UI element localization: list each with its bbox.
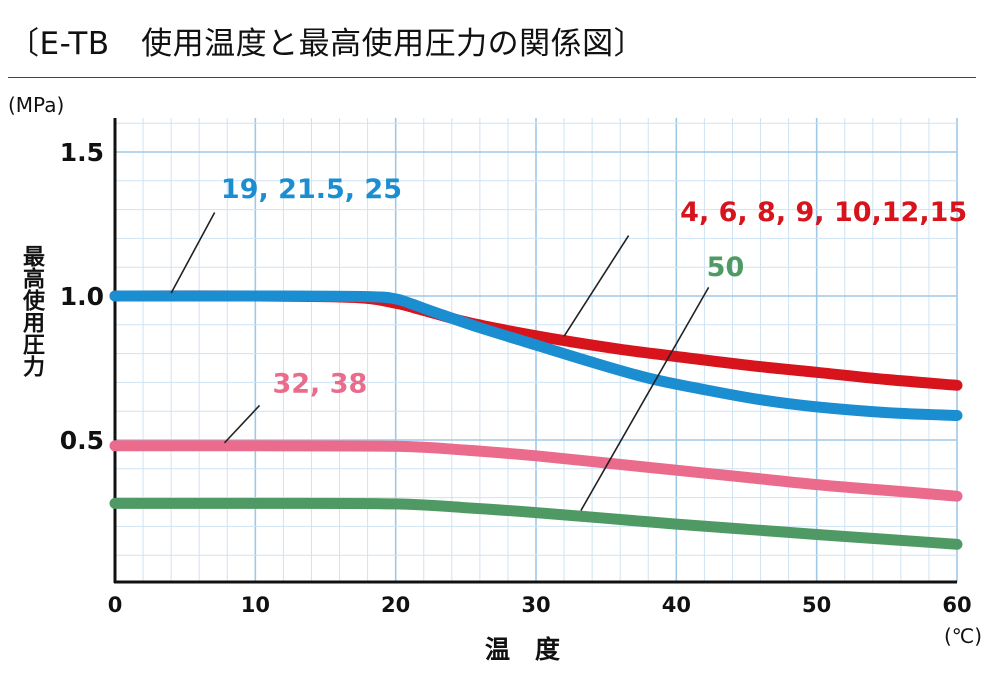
x-axis-label: 温 度 — [485, 635, 561, 664]
series-label-3: 32, 38 — [272, 368, 367, 399]
leader-line-2 — [563, 235, 630, 337]
y-tick-label: 1.0 — [60, 282, 104, 311]
y-axis-unit: (MPa) — [8, 93, 65, 117]
y-tick-label: 1.5 — [60, 138, 104, 167]
series-line-4 — [109, 497, 963, 550]
title-divider — [8, 77, 976, 78]
series-label-1: 19, 21.5, 25 — [221, 174, 402, 205]
series-line-3 — [109, 440, 963, 502]
series-label-2: 4, 6, 8, 9, 10,12,15 — [680, 197, 967, 228]
leader-line-1 — [170, 212, 216, 294]
y-tick-label: 0.5 — [60, 426, 104, 455]
leader-line-3 — [223, 404, 261, 444]
data-series — [109, 290, 963, 550]
x-tick-label: 10 — [241, 593, 270, 617]
x-tick-label: 20 — [381, 593, 410, 617]
x-tick-label: 60 — [942, 593, 971, 617]
x-tick-label: 40 — [662, 593, 691, 617]
leader-lines — [170, 212, 710, 511]
x-tick-label: 0 — [108, 593, 123, 617]
leader-line-4 — [580, 286, 710, 511]
x-tick-label: 50 — [802, 593, 831, 617]
x-axis-unit: (℃) — [944, 624, 983, 648]
tick-labels: 0 10 20 30 40 50 60 0.5 1.0 1.5 — [60, 138, 972, 617]
x-tick-label: 30 — [521, 593, 550, 617]
chart-title: 〔E-TB 使用温度と最高使用圧力の関係図〕 — [8, 26, 646, 62]
series-line-2 — [109, 290, 963, 421]
series-labels: 19, 21.5, 25 4, 6, 8, 9, 10,12,15 32, 38 50 — [221, 174, 967, 399]
y-axis-label: 最高使用圧力 — [19, 245, 44, 377]
series-label-4: 50 — [707, 252, 745, 283]
